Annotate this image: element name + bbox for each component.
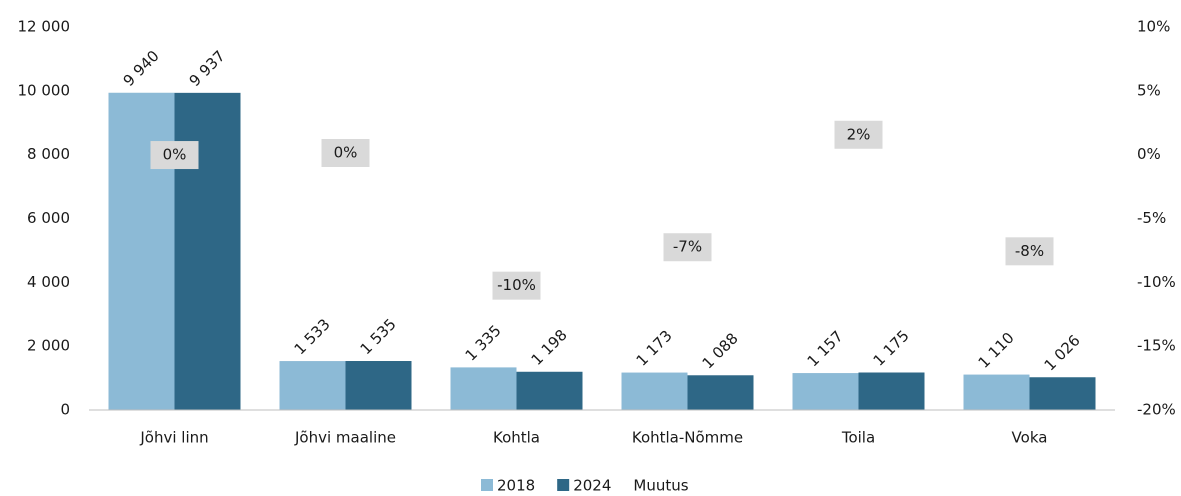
bar <box>174 92 241 410</box>
y-tick-label: 0 <box>60 401 70 419</box>
bar-value-label: 1 198 <box>528 326 571 369</box>
change-box <box>663 233 712 262</box>
legend-swatch <box>481 479 493 491</box>
y2-tick-label: -5% <box>1137 209 1166 227</box>
change-label: 2% <box>847 125 871 143</box>
bar-value-label: 1 173 <box>633 327 676 370</box>
bar <box>792 373 859 410</box>
bar-value-label: 1 535 <box>357 315 400 358</box>
bar-value-label: 9 937 <box>186 47 229 90</box>
bar <box>516 371 583 410</box>
y2-tick-label: -15% <box>1137 337 1176 355</box>
y-tick-label: 2 000 <box>27 337 70 355</box>
bar-value-label: 1 026 <box>1041 331 1084 374</box>
x-tick-label: Kohtla-Nõmme <box>632 429 743 447</box>
bar-value-label: 1 088 <box>699 329 742 372</box>
change-label: -10% <box>497 276 536 294</box>
bar <box>108 92 175 410</box>
change-label: 0% <box>163 146 187 164</box>
legend-label: 2018 <box>497 477 535 495</box>
y2-tick-label: -20% <box>1137 401 1176 419</box>
change-box <box>150 141 199 170</box>
change-label: -7% <box>673 238 702 256</box>
y-tick-label: 10 000 <box>18 81 71 99</box>
x-tick-label: Voka <box>1012 429 1048 447</box>
legend-label: 2024 <box>573 477 611 495</box>
x-tick-label: Jõhvi maaline <box>294 429 396 447</box>
bar-value-label: 1 110 <box>975 329 1018 372</box>
bar <box>345 361 412 410</box>
bar <box>279 361 346 410</box>
bar-value-label: 1 533 <box>291 315 334 358</box>
change-box <box>834 120 883 149</box>
y2-tick-label: 5% <box>1137 81 1161 99</box>
bar <box>687 375 754 410</box>
x-tick-label: Toila <box>841 429 875 447</box>
bar <box>621 372 688 410</box>
change-box <box>1005 237 1054 266</box>
bar <box>858 372 925 410</box>
bar-value-label: 1 157 <box>804 327 847 370</box>
y2-tick-label: 10% <box>1137 18 1170 36</box>
y2-tick-label: -10% <box>1137 273 1176 291</box>
y2-tick-label: 0% <box>1137 145 1161 163</box>
y-tick-label: 4 000 <box>27 273 70 291</box>
change-label: 0% <box>334 144 358 162</box>
x-tick-label: Kohtla <box>493 429 540 447</box>
y-tick-label: 8 000 <box>27 145 70 163</box>
change-label: -8% <box>1015 242 1044 260</box>
legend-swatch <box>557 479 570 491</box>
bar-value-label: 1 335 <box>462 321 505 364</box>
y-tick-label: 6 000 <box>27 209 70 227</box>
bar <box>1029 377 1096 410</box>
bar <box>963 374 1030 410</box>
bar <box>450 367 517 410</box>
bar-value-label: 1 175 <box>870 327 913 370</box>
y-tick-label: 12 000 <box>18 18 71 36</box>
bar-value-label: 9 940 <box>120 47 163 90</box>
change-box <box>321 139 370 168</box>
x-tick-label: Jõhvi linn <box>139 429 208 447</box>
change-box <box>492 271 541 300</box>
legend-label: Muutus <box>633 477 688 495</box>
